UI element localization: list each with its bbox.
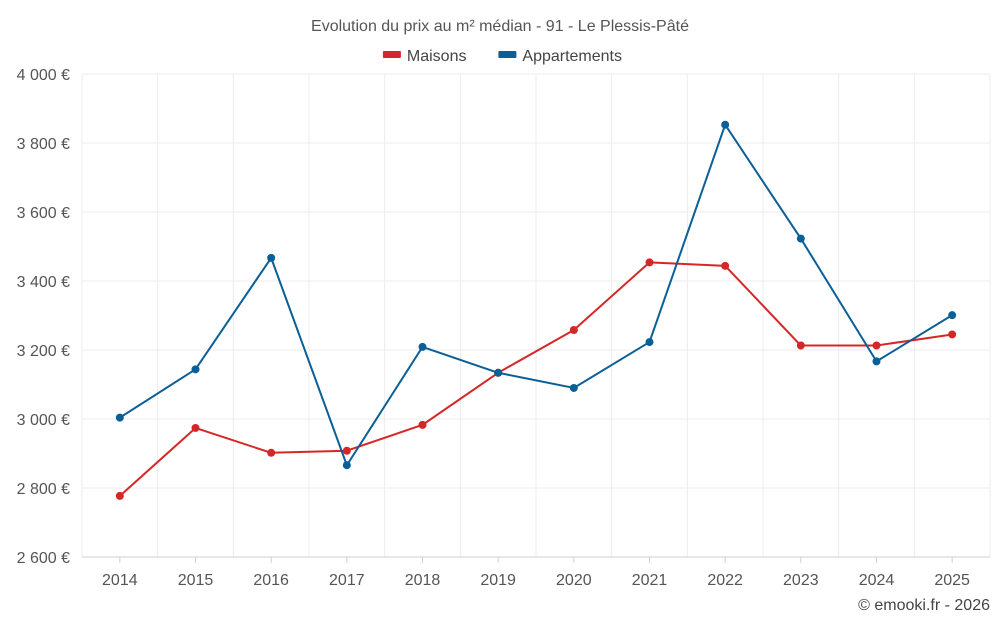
data-point-appartements[interactable] <box>721 120 730 129</box>
x-tick-label: 2022 <box>707 572 743 589</box>
data-point-appartements[interactable] <box>418 342 427 351</box>
legend-label: Appartements <box>522 48 622 65</box>
series-line-maisons <box>119 261 953 497</box>
data-point-appartements[interactable] <box>191 365 200 374</box>
x-tick-label: 2024 <box>859 572 895 589</box>
data-point-maisons[interactable] <box>872 341 881 350</box>
x-tick-label: 2025 <box>934 572 970 589</box>
credit-text: © emooki.fr - 2026 <box>858 597 990 614</box>
data-point-maisons[interactable] <box>948 330 957 339</box>
y-tick-label: 3 000 € <box>17 412 70 429</box>
data-point-appartements[interactable] <box>267 253 276 262</box>
y-tick-label: 3 600 € <box>17 205 70 222</box>
gridlines <box>81 73 991 558</box>
data-point-maisons[interactable] <box>342 446 351 455</box>
data-point-maisons[interactable] <box>267 448 276 457</box>
y-tick-label: 2 800 € <box>17 481 70 498</box>
data-point-appartements[interactable] <box>948 311 957 320</box>
data-point-appartements[interactable] <box>494 368 503 377</box>
series-line-appartements <box>119 123 953 467</box>
y-tick-label: 3 400 € <box>17 274 70 291</box>
y-tick-label: 4 000 € <box>17 67 70 84</box>
x-tick-label: 2020 <box>556 572 592 589</box>
x-tick-label: 2016 <box>253 572 289 589</box>
y-axis: 2 600 € 2 800 € 3 000 € 3 200 € 3 400 € 3 600… <box>17 67 70 567</box>
legend-label: Maisons <box>407 48 467 65</box>
data-point-maisons[interactable] <box>721 261 730 270</box>
x-tick-label: 2021 <box>632 572 668 589</box>
legend-item-maisons[interactable]: Maisons <box>382 48 467 65</box>
data-point-maisons[interactable] <box>191 423 200 432</box>
legend-swatch <box>498 51 517 58</box>
data-point-appartements[interactable] <box>796 234 805 243</box>
legend: Maisons Appartements <box>382 48 622 65</box>
chart-title: Evolution du prix au m² médian - 91 - Le… <box>311 18 689 35</box>
y-tick-label: 3 800 € <box>17 136 70 153</box>
x-axis: 2014 2015 2016 2017 2018 2019 2020 2021 2022 2023… <box>82 556 990 589</box>
x-tick-label: 2023 <box>783 572 819 589</box>
data-point-appartements[interactable] <box>115 413 124 422</box>
data-point-maisons[interactable] <box>418 420 427 429</box>
x-tick-label: 2018 <box>405 572 441 589</box>
data-point-maisons[interactable] <box>569 325 578 334</box>
legend-swatch <box>382 51 401 58</box>
data-point-maisons[interactable] <box>645 258 654 267</box>
y-tick-label: 3 200 € <box>17 343 70 360</box>
data-point-appartements[interactable] <box>645 338 654 347</box>
x-tick-label: 2017 <box>329 572 365 589</box>
x-tick-label: 2014 <box>102 572 138 589</box>
data-point-appartements[interactable] <box>569 383 578 392</box>
data-point-appartements[interactable] <box>342 461 351 470</box>
y-tick-label: 2 600 € <box>17 550 70 567</box>
series-layer <box>115 120 957 500</box>
data-point-maisons[interactable] <box>796 341 805 350</box>
x-tick-label: 2015 <box>178 572 214 589</box>
data-point-maisons[interactable] <box>115 491 124 500</box>
legend-item-appartements[interactable]: Appartements <box>498 48 622 65</box>
data-point-appartements[interactable] <box>872 357 881 366</box>
x-tick-label: 2019 <box>480 572 516 589</box>
